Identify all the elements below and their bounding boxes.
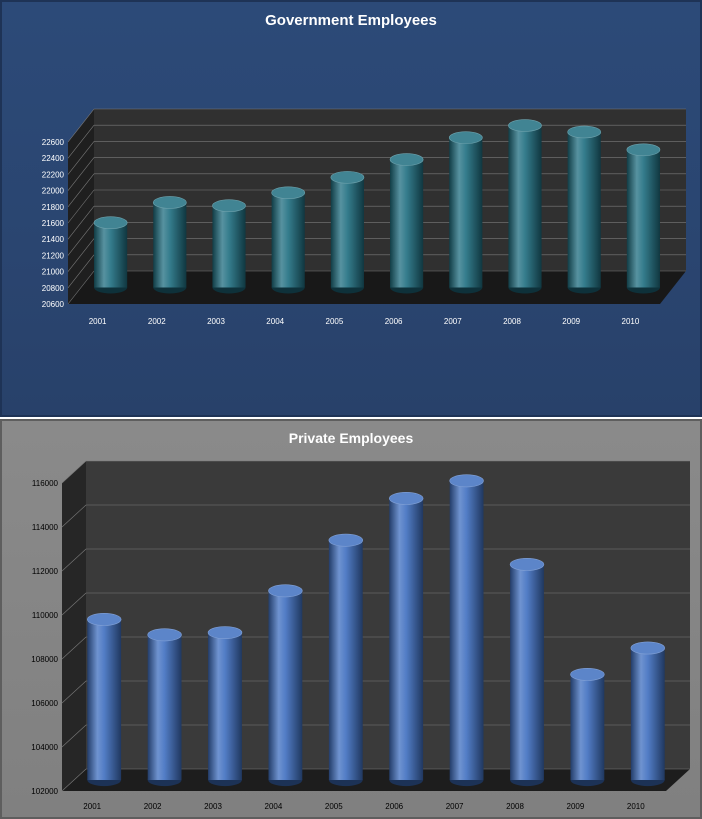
x-tick-label: 2001 — [89, 317, 107, 326]
x-tick-label: 2005 — [325, 802, 343, 811]
x-tick-label: 2009 — [562, 317, 580, 326]
y-tick-label: 116000 — [32, 479, 59, 488]
gridline-side — [61, 636, 87, 660]
gridline-side — [61, 680, 87, 704]
gridline-side — [67, 222, 95, 256]
x-tick-label: 2003 — [207, 317, 225, 326]
bar-2004 — [268, 584, 303, 787]
private-chart: 102000 104000 106000 108000 110000 112000 1140… — [31, 460, 690, 811]
y-tick-label: 110000 — [32, 611, 59, 620]
government-chart: 20600 20800 21000 21200 21400 21600 21800 22000… — [42, 108, 686, 326]
y-tick-label: 20600 — [42, 300, 65, 309]
bar-2007 — [449, 474, 484, 787]
side-wall — [62, 461, 86, 791]
x-tick-label: 2010 — [627, 802, 645, 811]
bar-2008 — [508, 119, 542, 294]
y-tick-label: 21000 — [42, 268, 65, 277]
bar-2002 — [152, 196, 187, 294]
bar-2005 — [328, 533, 364, 787]
gridline-side — [61, 548, 87, 572]
government-chart-title: Government Employees — [265, 12, 437, 29]
x-tick-label: 2001 — [83, 802, 101, 811]
gridline-side — [67, 189, 95, 224]
bar-2003 — [212, 199, 246, 294]
y-tick-label: 102000 — [31, 787, 58, 796]
gridline-side — [67, 270, 95, 305]
bar-2001 — [93, 216, 128, 294]
bar-2009 — [570, 668, 605, 787]
private-chart-title: Private Employees — [288, 430, 414, 446]
bar-2004 — [271, 186, 306, 294]
y-tick-label: 22400 — [42, 154, 65, 163]
y-tick-label: 21200 — [42, 251, 65, 260]
gridline-side — [67, 108, 95, 143]
y-tick-label: 22200 — [42, 170, 65, 179]
x-tick-label: 2002 — [144, 802, 162, 811]
x-tick-label: 2006 — [385, 802, 403, 811]
y-tick-label: 114000 — [32, 523, 59, 532]
bar-2009 — [567, 125, 602, 294]
y-tick-label: 22000 — [42, 187, 65, 196]
gridline-side — [67, 125, 95, 159]
x-tick-label: 2009 — [567, 802, 585, 811]
y-tick-label: 21800 — [42, 203, 65, 212]
x-tick-label: 2003 — [204, 802, 222, 811]
bar-2007 — [448, 131, 483, 294]
bar-2006 — [389, 153, 424, 294]
bar-2010 — [630, 641, 666, 787]
x-tick-label: 2002 — [148, 317, 166, 326]
x-tick-label: 2007 — [444, 317, 462, 326]
y-tick-label: 21400 — [42, 235, 65, 244]
government-chart-panel: Government Employees 20600 20800 21000 2120… — [0, 0, 702, 417]
gridline-side — [61, 504, 87, 528]
gridline-side — [61, 724, 87, 748]
gridline-side — [67, 206, 95, 240]
x-tick-label: 2007 — [446, 802, 464, 811]
bar-2005 — [330, 171, 365, 294]
gridline-side — [67, 238, 95, 272]
x-tick-label: 2004 — [265, 802, 283, 811]
y-tick-label: 104000 — [31, 743, 58, 752]
bar-2010 — [626, 143, 661, 294]
gridline-side — [61, 460, 87, 484]
x-tick-label: 2004 — [266, 317, 284, 326]
bar-2003 — [207, 626, 243, 787]
y-tick-label: 21600 — [42, 219, 65, 228]
gridline-side — [67, 141, 95, 175]
y-tick-label: 22600 — [42, 138, 65, 147]
x-tick-label: 2005 — [326, 317, 344, 326]
y-tick-label: 108000 — [31, 655, 58, 664]
y-tick-label: 112000 — [32, 567, 59, 576]
gridline-side — [67, 254, 95, 288]
gridline-side — [61, 592, 87, 616]
gridline-side — [67, 173, 95, 207]
y-tick-label: 20800 — [42, 284, 65, 293]
bar-2008 — [509, 558, 545, 787]
x-tick-label: 2006 — [385, 317, 403, 326]
bar-2002 — [147, 628, 182, 787]
x-tick-label: 2008 — [503, 317, 521, 326]
x-tick-label: 2010 — [622, 317, 640, 326]
bar-2006 — [388, 492, 424, 787]
gridline-side — [61, 768, 87, 792]
private-chart-panel: Private Employees 102000 104000 106000 1080… — [0, 419, 702, 819]
y-tick-label: 106000 — [31, 699, 58, 708]
bar-2001 — [86, 613, 122, 787]
x-tick-label: 2008 — [506, 802, 524, 811]
gridline-side — [67, 157, 95, 191]
